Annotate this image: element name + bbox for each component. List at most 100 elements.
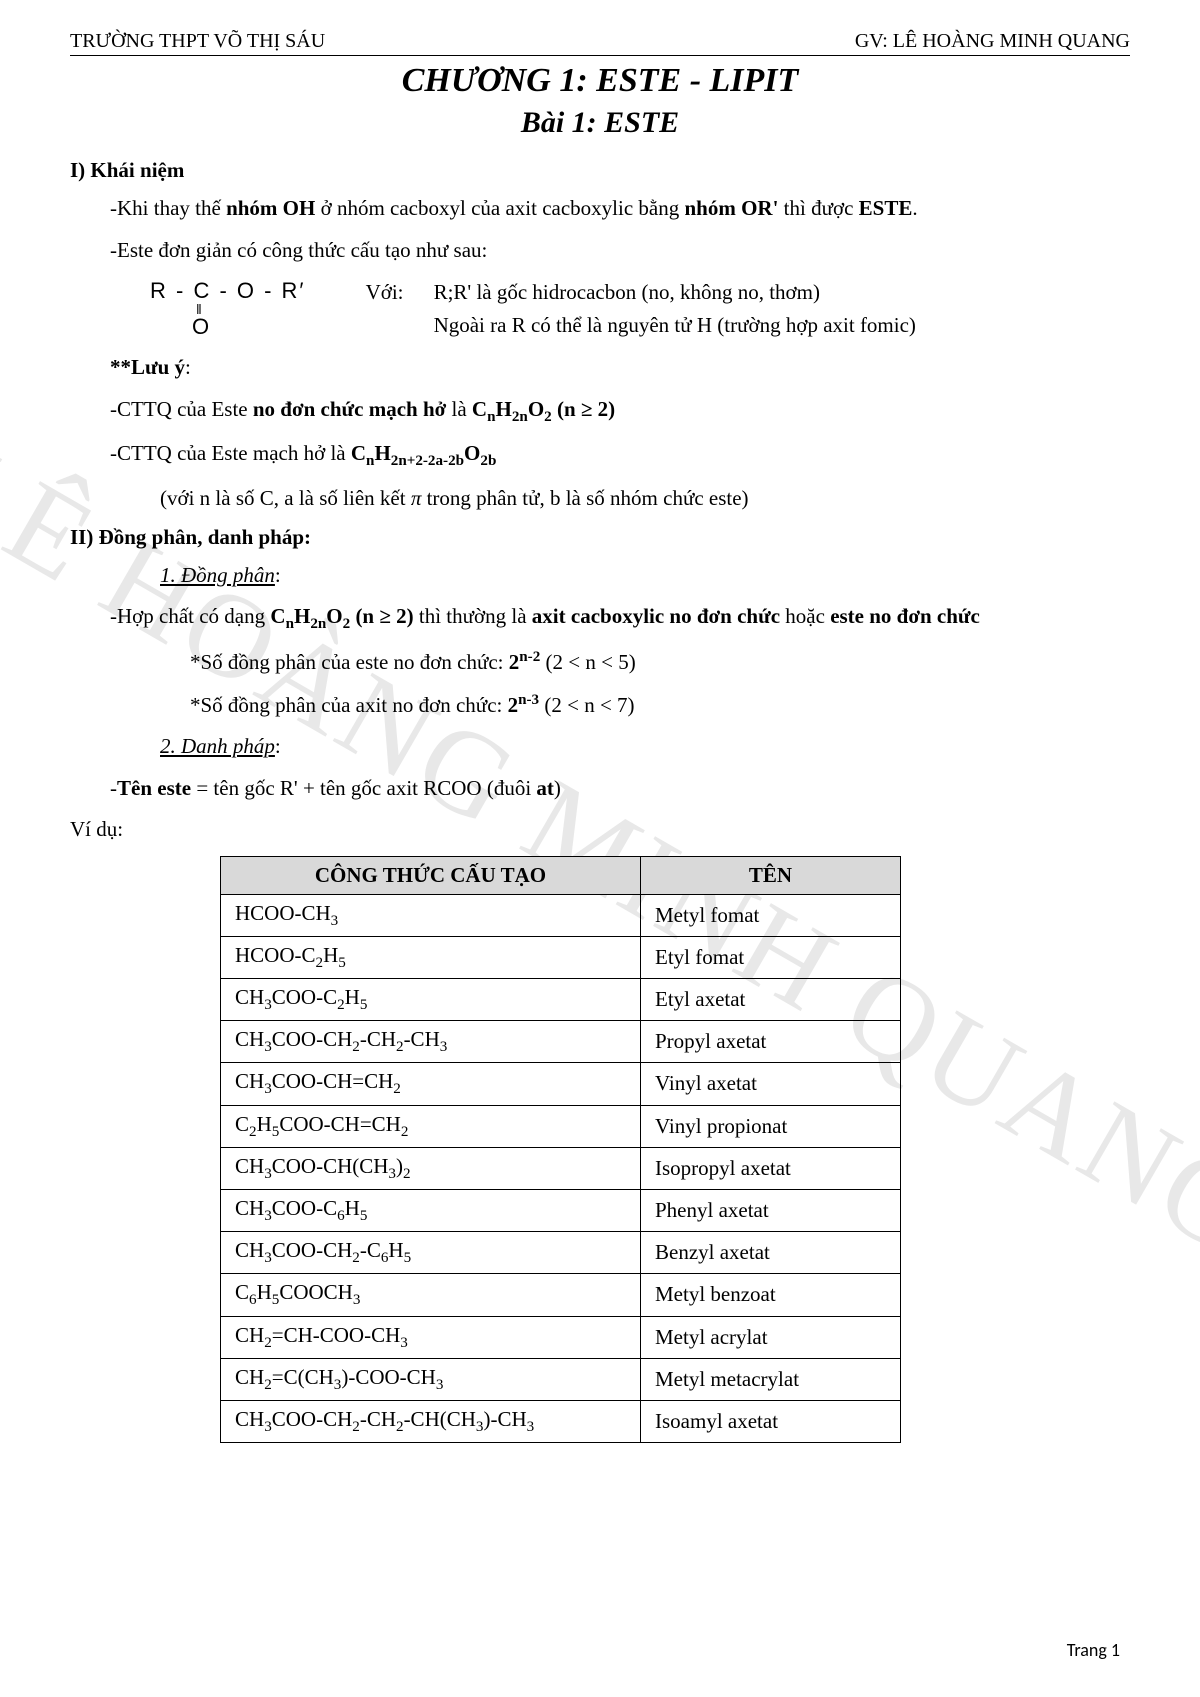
s1-l1-mid: ở nhóm cacboxyl của axit cacboxylic bằng: [315, 196, 684, 220]
with-label: Với:: [366, 280, 410, 338]
struct-line3: O: [150, 316, 306, 338]
s2-l2-post: (2 < n < 5): [540, 650, 635, 674]
table-row: HCOO-CH3Metyl fomat: [221, 894, 901, 936]
table-row: CH3COO-CH2-C6H5Benzyl axetat: [221, 1232, 901, 1274]
s2-l1-mid: thì thường là: [414, 604, 532, 628]
cell-name: Metyl acrylat: [641, 1316, 901, 1358]
s2-l1-mid2: hoặc: [780, 604, 830, 628]
sub1-text: 1. Đồng phân: [160, 563, 275, 587]
cell-name: Metyl fomat: [641, 894, 901, 936]
cell-formula: CH3COO-CH2-C6H5: [221, 1232, 641, 1274]
with-explanation: Với: R;R' là gốc hidrocacbon (no, không …: [366, 280, 916, 338]
note2: -CTTQ của Este mạch hở là CnH2n+2-2a-2bO…: [70, 438, 1130, 473]
lesson-title: Bài 1: ESTE: [70, 106, 1130, 140]
table-row: CH2=C(CH3)-COO-CH3Metyl metacrylat: [221, 1358, 901, 1400]
page-number: Trang 1: [1067, 1639, 1120, 1661]
cell-name: Phenyl axetat: [641, 1189, 901, 1231]
s1-line2: -Este đơn giản có công thức cấu tạo như …: [70, 235, 1130, 267]
th-formula: CÔNG THỨC CẤU TẠO: [221, 856, 641, 894]
sub2: 2. Danh pháp:: [70, 731, 1130, 763]
cell-name: Etyl fomat: [641, 936, 901, 978]
cell-name: Isopropyl axetat: [641, 1147, 901, 1189]
ester-name-table: CÔNG THỨC CẤU TẠO TÊN HCOO-CH3Metyl foma…: [220, 856, 901, 1443]
note2-pre: -CTTQ của Este mạch hở là: [110, 441, 351, 465]
s1-l1-b1: nhóm OH: [226, 196, 315, 220]
s2-l1-b3: este no đơn chức: [830, 604, 980, 628]
note1-formula: CnH2nO2 (n ≥ 2): [472, 397, 615, 421]
cell-formula: CH3COO-CH(CH3)2: [221, 1147, 641, 1189]
cell-formula: CH2=CH-COO-CH3: [221, 1316, 641, 1358]
s2-l2: *Số đồng phân của este no đơn chức: 2n-2…: [70, 646, 1130, 679]
cell-formula: HCOO-C2H5: [221, 936, 641, 978]
note2-formula: CnH2n+2-2a-2bO2b: [351, 441, 497, 465]
chapter-title: CHƯƠNG 1: ESTE - LIPIT: [70, 62, 1130, 100]
cell-name: Isoamyl axetat: [641, 1400, 901, 1442]
section1-head: I) Khái niệm: [70, 158, 1130, 183]
name-rule-pre: -: [110, 776, 117, 800]
name-rule-b2: at: [536, 776, 554, 800]
cell-formula: CH3COO-C2H5: [221, 979, 641, 1021]
table-row: CH3COO-CH=CH2Vinyl axetat: [221, 1063, 901, 1105]
page-header: TRƯỜNG THPT VÕ THỊ SÁU GV: LÊ HOÀNG MINH…: [70, 30, 1130, 56]
s1-line1: -Khi thay thế nhóm OH ở nhóm cacboxyl củ…: [70, 193, 1130, 225]
s2-l2-pre: *Số đồng phân của este no đơn chức:: [190, 650, 509, 674]
sub1-colon: :: [275, 563, 281, 587]
table-row: CH3COO-C6H5Phenyl axetat: [221, 1189, 901, 1231]
cell-name: Propyl axetat: [641, 1021, 901, 1063]
s2-l3-b: 2n-3: [508, 693, 540, 717]
s2-l3-post: (2 < n < 7): [539, 693, 634, 717]
with-line2: Ngoài ra R có thể là nguyên tử H (trường…: [434, 313, 916, 338]
cell-formula: CH3COO-CH=CH2: [221, 1063, 641, 1105]
table-row: CH3COO-CH(CH3)2Isopropyl axetat: [221, 1147, 901, 1189]
s2-l1-b2: axit cacboxylic no đơn chức: [532, 604, 780, 628]
table-row: C6H5COOCH3Metyl benzoat: [221, 1274, 901, 1316]
sub2-colon: :: [275, 734, 281, 758]
example-label: Ví dụ:: [70, 814, 1130, 846]
s2-l1: -Hợp chất có dạng CnH2nO2 (n ≥ 2) thì th…: [70, 601, 1130, 636]
s1-l1-post: .: [912, 196, 917, 220]
with-line1: R;R' là gốc hidrocacbon (no, không no, t…: [434, 280, 916, 305]
note-head: **Lưu ý:: [70, 352, 1130, 384]
section2-head: II) Đồng phân, danh pháp:: [70, 525, 1130, 550]
note1: -CTTQ của Este no đơn chức mạch hở là Cn…: [70, 394, 1130, 429]
table-row: CH3COO-CH2-CH2-CH3Propyl axetat: [221, 1021, 901, 1063]
cell-name: Benzyl axetat: [641, 1232, 901, 1274]
note-head-b: **Lưu ý: [110, 355, 185, 379]
s1-l1-b2: nhóm OR': [684, 196, 778, 220]
cell-name: Vinyl propionat: [641, 1105, 901, 1147]
cell-formula: CH3COO-CH2-CH2-CH(CH3)-CH3: [221, 1400, 641, 1442]
note3-text: (với n là số C, a là số liên kết π trong…: [160, 486, 749, 510]
cell-formula: CH3COO-CH2-CH2-CH3: [221, 1021, 641, 1063]
cell-name: Vinyl axetat: [641, 1063, 901, 1105]
table-row: CH3COO-CH2-CH2-CH(CH3)-CH3Isoamyl axetat: [221, 1400, 901, 1442]
note1-b1: no đơn chức mạch hở: [253, 397, 446, 421]
header-right: GV: LÊ HOÀNG MINH QUANG: [855, 30, 1130, 53]
note3: (với n là số C, a là số liên kết π trong…: [70, 483, 1130, 515]
cell-formula: CH2=C(CH3)-COO-CH3: [221, 1358, 641, 1400]
th-name: TÊN: [641, 856, 901, 894]
name-rule-post: ): [554, 776, 561, 800]
cell-formula: C2H5COO-CH=CH2: [221, 1105, 641, 1147]
struct-line1: R - C - O - R′: [150, 280, 306, 302]
ester-structure: R - C - O - R′ ǁ O: [150, 280, 306, 338]
note1-pre: -CTTQ của Este: [110, 397, 253, 421]
s2-l1-pre: -Hợp chất có dạng: [110, 604, 270, 628]
s2-l3-pre: *Số đồng phân của axit no đơn chức:: [190, 693, 508, 717]
s1-l1-b3: ESTE: [859, 196, 913, 220]
cell-name: Metyl benzoat: [641, 1274, 901, 1316]
note-head-colon: :: [185, 355, 191, 379]
table-row: C2H5COO-CH=CH2Vinyl propionat: [221, 1105, 901, 1147]
name-rule: -Tên este = tên gốc R' + tên gốc axit RC…: [70, 773, 1130, 805]
cell-name: Etyl axetat: [641, 979, 901, 1021]
cell-formula: HCOO-CH3: [221, 894, 641, 936]
s2-l1-b1: CnH2nO2 (n ≥ 2): [270, 604, 413, 628]
cell-formula: C6H5COOCH3: [221, 1274, 641, 1316]
struct-line2: ǁ: [150, 302, 306, 316]
table-row: CH2=CH-COO-CH3Metyl acrylat: [221, 1316, 901, 1358]
sub2-text: 2. Danh pháp: [160, 734, 275, 758]
name-rule-b: Tên este: [117, 776, 191, 800]
sub1: 1. Đồng phân:: [70, 560, 1130, 592]
note1-mid: là: [446, 397, 472, 421]
structural-formula-block: R - C - O - R′ ǁ O Với: R;R' là gốc hidr…: [150, 280, 1130, 338]
s1-l1-pre: -Khi thay thế: [110, 196, 226, 220]
